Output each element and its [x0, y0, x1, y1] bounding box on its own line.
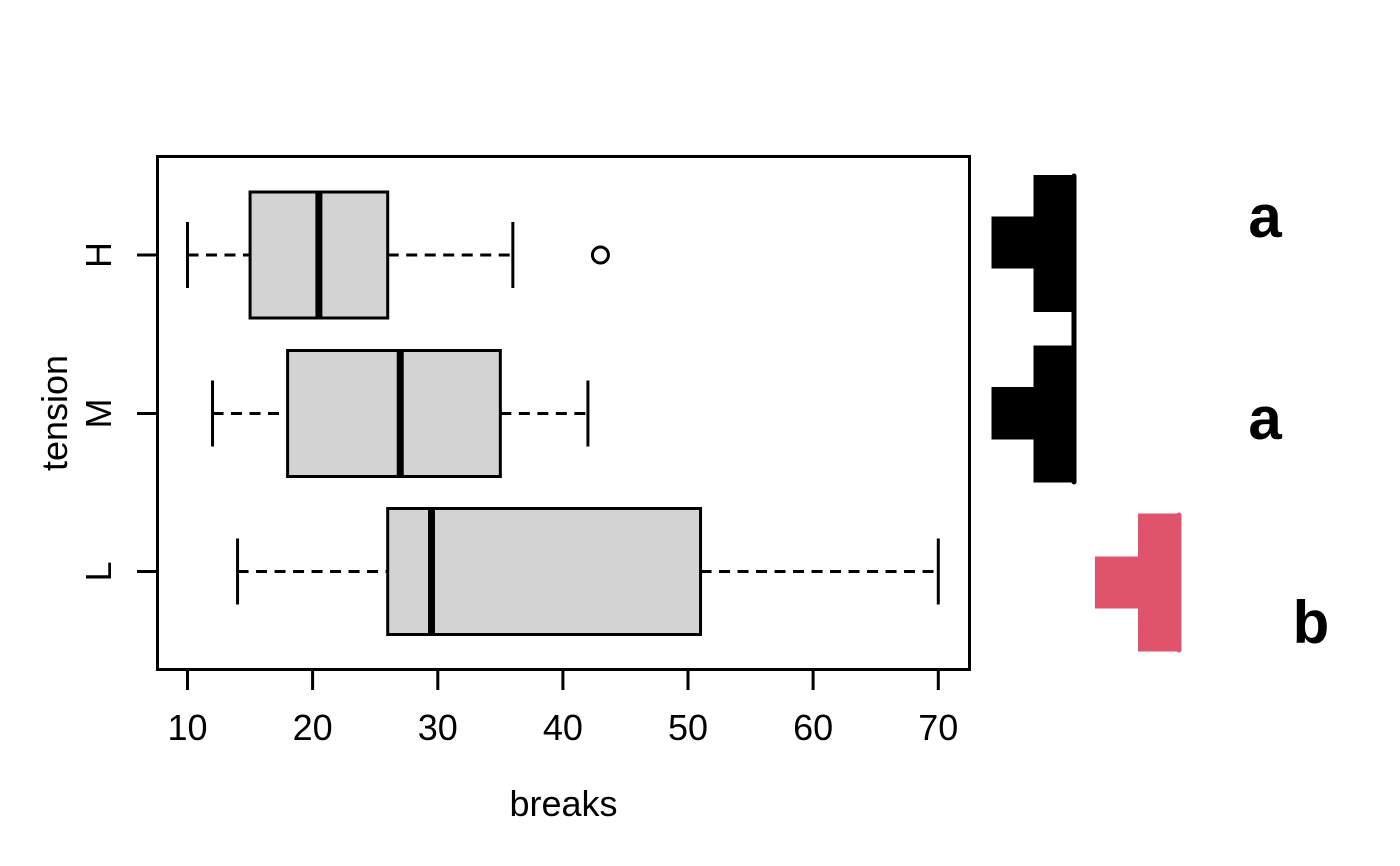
x-tick-label: 30: [418, 707, 458, 748]
x-axis-ticks: [186, 669, 940, 690]
significance-letter-L: b: [1293, 589, 1330, 656]
group-marker-rect-a: [991, 387, 1034, 440]
box-M: [286, 349, 502, 478]
x-axis-title: breaks: [509, 783, 617, 824]
group-marker-rect-a: [991, 216, 1034, 269]
outlier-point-H: [590, 245, 610, 265]
x-tick-label: 40: [543, 707, 583, 748]
significance-letter-M: a: [1248, 385, 1282, 452]
x-axis-tick-labels: 10 20 30 40 50 60 70: [167, 707, 958, 748]
x-tick-label: 20: [293, 707, 333, 748]
significance-markers-group: [991, 173, 1182, 653]
x-tick-label: 60: [793, 707, 833, 748]
y-tick-label-H: H: [78, 242, 119, 268]
box-L: [386, 507, 703, 636]
x-tick-label: 10: [167, 707, 207, 748]
x-tick-label: 70: [918, 707, 958, 748]
y-axis-ticks: [137, 253, 156, 573]
boxplot-group: [186, 190, 940, 636]
y-axis-title: tension: [34, 355, 75, 471]
significance-letters: a a b: [1248, 183, 1329, 656]
group-marker-rect-a: [1033, 175, 1072, 312]
significance-letter-H: a: [1248, 183, 1282, 250]
group-marker-rect-b: [1138, 513, 1177, 652]
y-tick-label-M: M: [78, 399, 119, 429]
x-tick-label: 50: [668, 707, 708, 748]
group-marker-rect-a: [1033, 345, 1072, 483]
y-axis-tick-labels: H M L: [78, 242, 119, 582]
group-marker-rect-b: [1095, 556, 1138, 609]
y-tick-label-L: L: [78, 561, 119, 581]
